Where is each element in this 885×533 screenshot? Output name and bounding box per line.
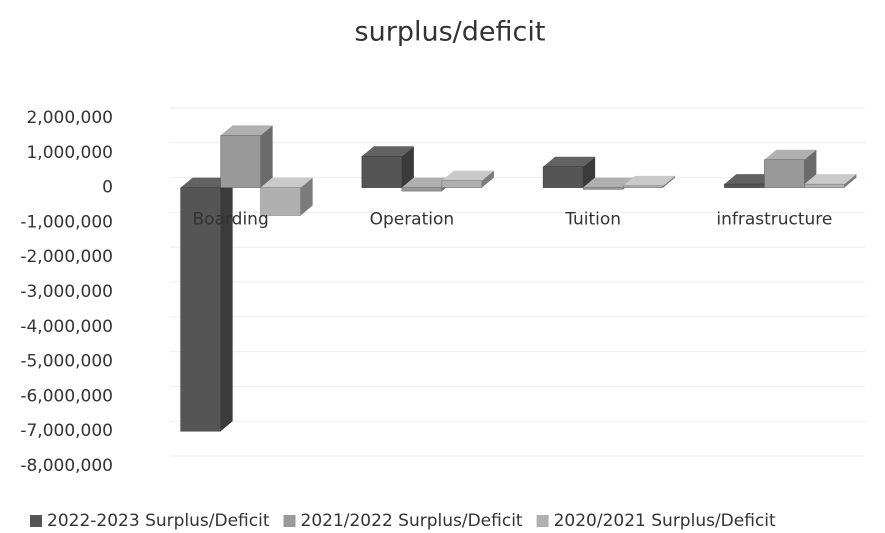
bar xyxy=(180,187,221,432)
y-tick-label: -3,000,000 xyxy=(20,282,113,302)
y-tick-label: 0 xyxy=(102,178,113,198)
y-tick-label: -1,000,000 xyxy=(20,212,113,232)
y-tick-label: 1,000,000 xyxy=(26,143,113,163)
bar-top xyxy=(260,177,313,188)
bar-side xyxy=(844,174,857,188)
legend-swatch xyxy=(283,515,296,527)
bar-top xyxy=(220,125,273,136)
x-tick-label: Tuition xyxy=(564,210,621,230)
bar-top xyxy=(180,177,233,188)
bar-top xyxy=(804,174,857,185)
bar xyxy=(361,156,403,188)
y-tick-label: -5,000,000 xyxy=(20,352,113,372)
bar-side xyxy=(220,177,233,432)
bar-side xyxy=(300,177,313,216)
y-tick-label: -6,000,000 xyxy=(20,386,113,406)
bar-top xyxy=(623,175,676,186)
bar xyxy=(441,180,483,188)
x-tick-label: infrastructure xyxy=(716,210,832,230)
bar xyxy=(804,183,845,188)
bar-group xyxy=(542,156,596,188)
bar-group xyxy=(441,170,494,188)
bar-top xyxy=(543,156,596,167)
bar-top xyxy=(764,149,817,160)
bar-side xyxy=(481,170,494,188)
bar-side xyxy=(583,156,596,188)
bar xyxy=(401,187,443,192)
bar-top xyxy=(724,174,777,185)
bar xyxy=(764,159,805,188)
legend-label: 2020/2021 Surplus/Deficit xyxy=(554,511,776,531)
y-tick-label: -4,000,000 xyxy=(20,317,113,337)
bar-group xyxy=(804,174,857,188)
x-tick-label: Boarding xyxy=(192,210,268,230)
bar-group xyxy=(180,177,233,432)
bar xyxy=(582,187,624,190)
bar-group xyxy=(622,175,676,188)
bar-group xyxy=(220,125,273,188)
bar xyxy=(622,185,664,188)
bar xyxy=(542,166,584,188)
bar xyxy=(260,187,301,216)
bar-side xyxy=(401,146,414,188)
bar-top xyxy=(401,177,454,188)
y-tick-label: 2,000,000 xyxy=(26,108,113,128)
bar-side xyxy=(663,175,676,188)
bar xyxy=(724,183,765,188)
y-tick-label: -8,000,000 xyxy=(20,456,113,476)
legend-label: 2022-2023 Surplus/Deficit xyxy=(47,511,270,531)
bar-top xyxy=(361,146,414,157)
y-tick-label: -7,000,000 xyxy=(20,421,113,441)
bar xyxy=(220,135,261,188)
bar-top xyxy=(441,170,494,181)
legend-swatch xyxy=(30,515,42,527)
x-tick-label: Operation xyxy=(370,210,455,230)
bar-top xyxy=(583,177,636,188)
legend: 2022-2023 Surplus/Deficit 2021/2022 Surpl… xyxy=(30,511,776,531)
chart-title: surplus/deficit xyxy=(355,17,546,48)
legend-swatch xyxy=(536,515,549,527)
y-tick-label: -2,000,000 xyxy=(20,247,113,267)
bar-group xyxy=(260,177,313,216)
legend-label: 2021/2022 Surplus/Deficit xyxy=(301,511,523,531)
bar-group xyxy=(361,146,414,188)
bar-side xyxy=(260,125,273,188)
